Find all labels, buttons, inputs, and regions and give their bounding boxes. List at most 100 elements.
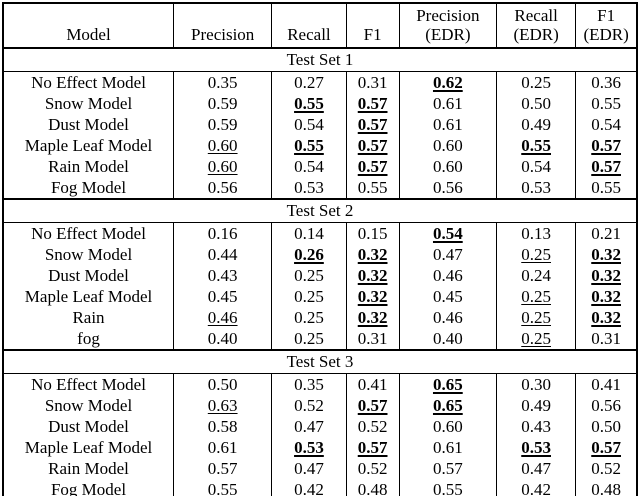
model-cell: Rain Model (2, 458, 175, 479)
model-cell: Maple Leaf Model (2, 135, 175, 156)
column-header-line: F1 (597, 6, 616, 25)
column-header-line: F1 (363, 25, 382, 44)
metric-cell: 0.56 (398, 177, 498, 199)
column-header: F1 (EDR) (575, 3, 638, 49)
table-row: Snow Model 0.63 0.52 0.57 0.65 0.49 0.56 (2, 395, 638, 416)
table-row: No Effect Model 0.35 0.27 0.31 0.62 0.25 0.36 (2, 71, 638, 93)
metric-cell: 0.25 (495, 307, 577, 328)
section-title: Test Set 1 (3, 47, 637, 72)
metric-cell: 0.32 (575, 286, 638, 307)
metric-cell: 0.14 (271, 222, 347, 244)
column-header-line: (EDR) (425, 25, 471, 44)
section-header-row: Test Set 3 (3, 349, 637, 374)
metric-cell: 0.56 (575, 395, 638, 416)
metric-cell: 0.65 (398, 373, 498, 395)
model-cell: Snow Model (2, 395, 175, 416)
metric-cell: 0.57 (575, 156, 638, 177)
metric-cell: 0.25 (271, 328, 347, 350)
model-cell: Snow Model (2, 93, 175, 114)
model-cell: Snow Model (2, 244, 175, 265)
metric-cell: 0.55 (271, 135, 347, 156)
model-cell: Dust Model (2, 265, 175, 286)
metric-cell: 0.47 (495, 458, 577, 479)
metric-cell: 0.32 (345, 244, 400, 265)
metric-cell: 0.52 (345, 416, 400, 437)
model-cell: Fog Model (2, 479, 175, 496)
column-header-line: Model (66, 25, 111, 44)
metric-cell: 0.54 (495, 156, 577, 177)
model-cell: No Effect Model (2, 222, 175, 244)
model-cell: Rain Model (2, 156, 175, 177)
metric-cell: 0.21 (575, 222, 638, 244)
table-row: No Effect Model 0.50 0.35 0.41 0.65 0.30 0.41 (2, 373, 638, 395)
metric-cell: 0.46 (398, 307, 498, 328)
metric-cell: 0.40 (398, 328, 498, 350)
column-header-line: Precision (191, 25, 255, 44)
column-header-line: (EDR) (583, 25, 629, 44)
metric-cell: 0.53 (495, 437, 577, 458)
metric-cell: 0.57 (345, 135, 400, 156)
metric-cell: 0.47 (271, 458, 347, 479)
metric-cell: 0.57 (345, 395, 400, 416)
column-header-line: Precision (416, 6, 480, 25)
table-row: Dust Model 0.58 0.47 0.52 0.60 0.43 0.50 (2, 416, 638, 437)
column-header: Recall (271, 3, 347, 49)
metric-cell: 0.50 (495, 93, 577, 114)
metric-cell: 0.55 (495, 135, 577, 156)
metric-cell: 0.57 (345, 156, 400, 177)
metric-cell: 0.25 (271, 265, 347, 286)
metric-cell: 0.25 (495, 328, 577, 350)
metric-cell: 0.27 (271, 71, 347, 93)
model-cell: Rain (2, 307, 175, 328)
column-header: F1 (345, 3, 400, 49)
table-row: Fog Model 0.56 0.53 0.55 0.56 0.53 0.55 (2, 177, 638, 199)
metric-cell: 0.35 (173, 71, 273, 93)
metric-cell: 0.40 (173, 328, 273, 350)
table-row: Rain 0.46 0.25 0.32 0.46 0.25 0.32 (2, 307, 638, 328)
column-header-line: Recall (514, 6, 558, 25)
column-header: Precision (173, 3, 273, 49)
metric-cell: 0.25 (495, 71, 577, 93)
metric-cell: 0.57 (398, 458, 498, 479)
metric-cell: 0.43 (495, 416, 577, 437)
section-title: Test Set 2 (3, 198, 637, 223)
metric-cell: 0.32 (345, 307, 400, 328)
metric-cell: 0.57 (345, 114, 400, 135)
metric-cell: 0.15 (345, 222, 400, 244)
metric-cell: 0.63 (173, 395, 273, 416)
section-header-row: Test Set 1 (3, 47, 637, 72)
metric-cell: 0.48 (345, 479, 400, 496)
metric-cell: 0.31 (345, 328, 400, 350)
metric-cell: 0.54 (398, 222, 498, 244)
metric-cell: 0.46 (398, 265, 498, 286)
metric-cell: 0.59 (173, 93, 273, 114)
metric-cell: 0.32 (575, 307, 638, 328)
metric-cell: 0.60 (398, 156, 498, 177)
metric-cell: 0.53 (271, 177, 347, 199)
metric-cell: 0.32 (345, 286, 400, 307)
metric-cell: 0.55 (173, 479, 273, 496)
metric-cell: 0.54 (271, 114, 347, 135)
metric-cell: 0.57 (345, 93, 400, 114)
metric-cell: 0.44 (173, 244, 273, 265)
table-row: Fog Model 0.55 0.42 0.48 0.55 0.42 0.48 (2, 479, 638, 496)
metric-cell: 0.13 (495, 222, 577, 244)
table-row: Rain Model 0.57 0.47 0.52 0.57 0.47 0.52 (2, 458, 638, 479)
metric-cell: 0.26 (271, 244, 347, 265)
metric-cell: 0.35 (271, 373, 347, 395)
metric-cell: 0.25 (495, 244, 577, 265)
column-header-line: Recall (287, 25, 331, 44)
metric-cell: 0.41 (575, 373, 638, 395)
column-header-line: (EDR) (513, 25, 559, 44)
metric-cell: 0.61 (173, 437, 273, 458)
model-cell: No Effect Model (2, 373, 175, 395)
table-row: Rain Model 0.60 0.54 0.57 0.60 0.54 0.57 (2, 156, 638, 177)
metric-cell: 0.53 (495, 177, 577, 199)
metric-cell: 0.52 (575, 458, 638, 479)
metric-cell: 0.25 (271, 307, 347, 328)
metric-cell: 0.32 (575, 244, 638, 265)
model-cell: Dust Model (2, 416, 175, 437)
metric-cell: 0.55 (271, 93, 347, 114)
metric-cell: 0.60 (173, 156, 273, 177)
